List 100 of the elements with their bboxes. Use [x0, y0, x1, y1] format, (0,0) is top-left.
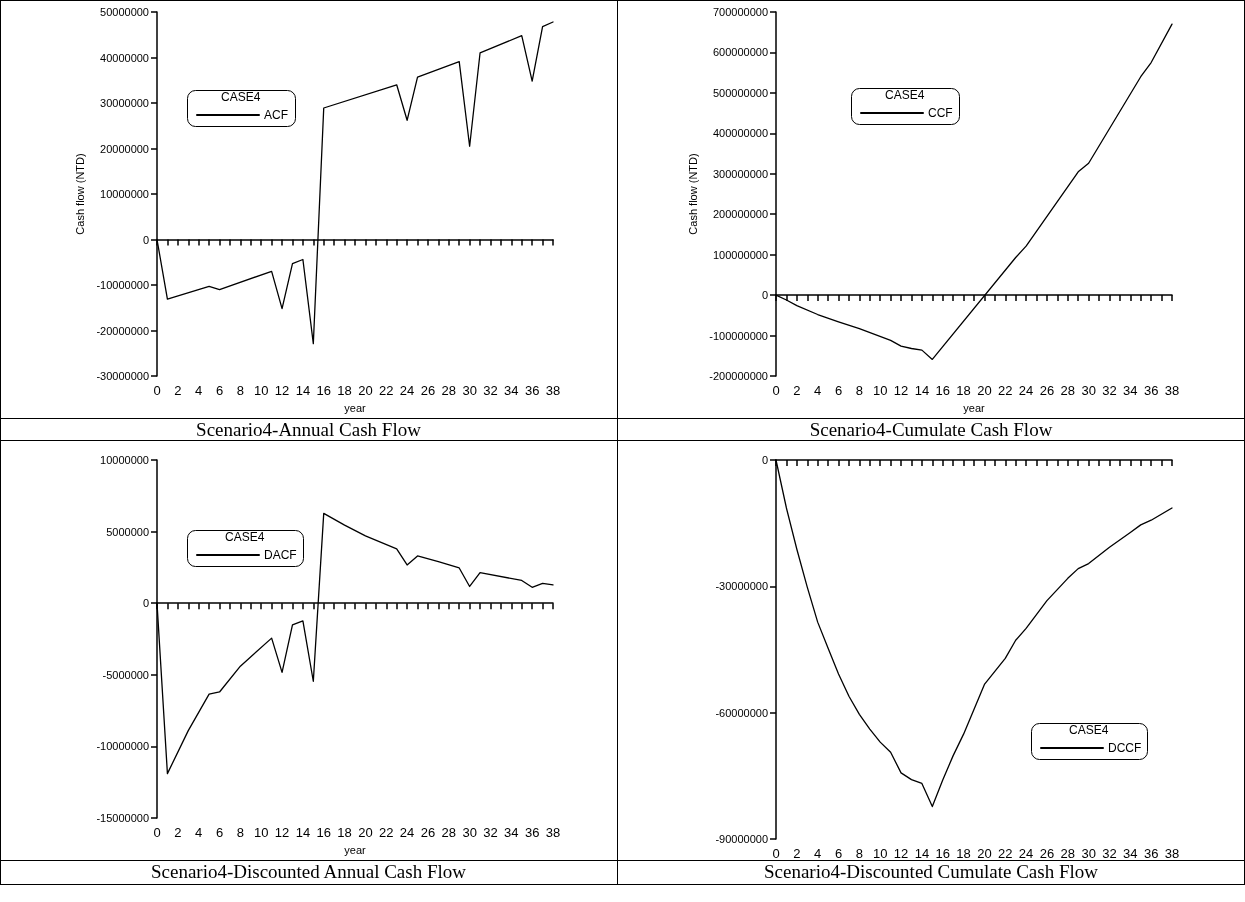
x-tick-label: 2	[793, 846, 801, 861]
x-axis-title: year	[963, 401, 986, 414]
x-tick-label: 12	[274, 383, 290, 398]
y-tick-label: 300000000	[712, 167, 768, 180]
y-tick-label: -200000000	[709, 370, 768, 382]
x-tick-label: 22	[998, 846, 1013, 861]
legend-title: CASE4	[1069, 723, 1109, 737]
x-tick-label: 26	[1039, 846, 1055, 861]
x-tick-label: 8	[236, 825, 244, 840]
y-tick-label: -5000000	[102, 668, 149, 681]
x-tick-label: 2	[174, 383, 182, 398]
y-tick-label: 40000000	[100, 51, 149, 64]
y-tick-label: 10000000	[100, 454, 149, 466]
y-tick-label: 0	[142, 597, 149, 610]
legend-title: CASE4	[885, 88, 925, 102]
y-tick-label: 100000000	[712, 248, 768, 261]
x-tick-label: 22	[379, 825, 394, 840]
text: Scenario4-Cumulate Cash Flow	[617, 418, 1245, 441]
y-tick-label: 20000000	[100, 142, 149, 155]
y-tick-label: -100000000	[709, 329, 768, 342]
y-axis-title: Cash flow (NTD)	[686, 153, 699, 235]
x-tick-label: 32	[483, 383, 498, 398]
x-tick-label: 34	[1123, 846, 1138, 861]
x-tick-label: 28	[1060, 383, 1076, 398]
x-tick-label: 36	[524, 825, 540, 840]
x-tick-label: 30	[1081, 383, 1096, 398]
x-tick-label: 20	[358, 383, 373, 398]
text: Scenario4-Discounted Annual Cash Flow	[0, 860, 617, 885]
x-tick-label: 0	[153, 825, 161, 840]
x-tick-label: 8	[236, 383, 244, 398]
x-tick-label: 14	[914, 846, 930, 861]
y-tick-label: 0	[761, 454, 768, 466]
x-tick-label: 18	[956, 383, 971, 398]
text: DACF	[264, 548, 297, 562]
y-tick-label: 50000000	[100, 6, 149, 18]
x-tick-label: 16	[316, 825, 331, 840]
x-tick-label: 18	[337, 383, 352, 398]
x-axis-title: year	[344, 843, 367, 856]
x-tick-label: 14	[295, 825, 311, 840]
x-tick-label: 12	[274, 825, 290, 840]
x-tick-label: 32	[483, 825, 498, 840]
y-tick-label: 0	[761, 289, 768, 302]
x-tick-label: 24	[1018, 846, 1034, 861]
x-tick-label: 0	[772, 383, 780, 398]
x-tick-label: 36	[524, 383, 540, 398]
x-tick-label: 24	[1018, 383, 1034, 398]
x-tick-label: 18	[337, 825, 352, 840]
x-tick-label: 14	[914, 383, 930, 398]
x-tick-label: 16	[935, 383, 950, 398]
y-tick-label: 30000000	[100, 97, 149, 109]
x-tick-label: 28	[441, 383, 457, 398]
y-tick-label: -10000000	[96, 740, 149, 753]
x-tick-label: 6	[215, 383, 224, 398]
x-tick-label: 20	[358, 825, 373, 840]
x-tick-label: 4	[814, 846, 822, 861]
x-tick-label: 18	[956, 846, 971, 861]
y-tick-label: -20000000	[96, 324, 149, 337]
x-tick-label: 30	[1081, 846, 1096, 861]
y-tick-label: 600000000	[712, 46, 768, 59]
x-tick-label: 28	[1060, 846, 1076, 861]
y-tick-label: -30000000	[96, 370, 149, 382]
x-tick-label: 4	[195, 825, 203, 840]
y-tick-label: 700000000	[712, 6, 768, 18]
y-tick-label: -90000000	[715, 833, 768, 845]
x-tick-label: 0	[772, 846, 780, 861]
y-tick-label: -15000000	[96, 812, 149, 824]
x-tick-label: 38	[545, 825, 561, 840]
x-tick-label: 0	[153, 383, 161, 398]
legend-title: CASE4	[225, 530, 265, 544]
text: Scenario4-Discounted Cumulate Cash Flow	[617, 860, 1245, 885]
x-axis-title: year	[344, 401, 367, 414]
x-tick-label: 16	[935, 846, 950, 861]
x-tick-label: 10	[253, 825, 269, 840]
x-tick-label: 26	[420, 383, 436, 398]
y-tick-label: -10000000	[96, 279, 149, 291]
y-tick-label: 5000000	[106, 525, 149, 538]
x-tick-label: 38	[1164, 383, 1180, 398]
text: ACF	[264, 108, 288, 122]
x-tick-label: 4	[814, 383, 822, 398]
x-tick-label: 32	[1102, 383, 1117, 398]
y-tick-label: -60000000	[715, 706, 768, 719]
x-tick-label: 14	[295, 383, 311, 398]
x-tick-label: 28	[441, 825, 457, 840]
x-tick-label: 10	[253, 383, 269, 398]
text: Scenario4-Annual Cash Flow	[0, 418, 617, 441]
x-tick-label: 26	[420, 825, 436, 840]
x-tick-label: 20	[977, 846, 992, 861]
x-tick-label: 10	[872, 383, 888, 398]
x-tick-label: 2	[174, 825, 182, 840]
y-tick-label: 500000000	[712, 86, 768, 99]
x-tick-label: 6	[834, 383, 843, 398]
x-tick-label: 34	[504, 825, 519, 840]
x-tick-label: 22	[998, 383, 1013, 398]
x-tick-label: 30	[462, 825, 477, 840]
x-tick-label: 30	[462, 383, 477, 398]
x-tick-label: 22	[379, 383, 394, 398]
x-tick-label: 24	[399, 383, 415, 398]
y-tick-label: 400000000	[712, 127, 768, 140]
x-tick-label: 6	[834, 846, 843, 861]
text: DCCF	[1108, 741, 1142, 755]
